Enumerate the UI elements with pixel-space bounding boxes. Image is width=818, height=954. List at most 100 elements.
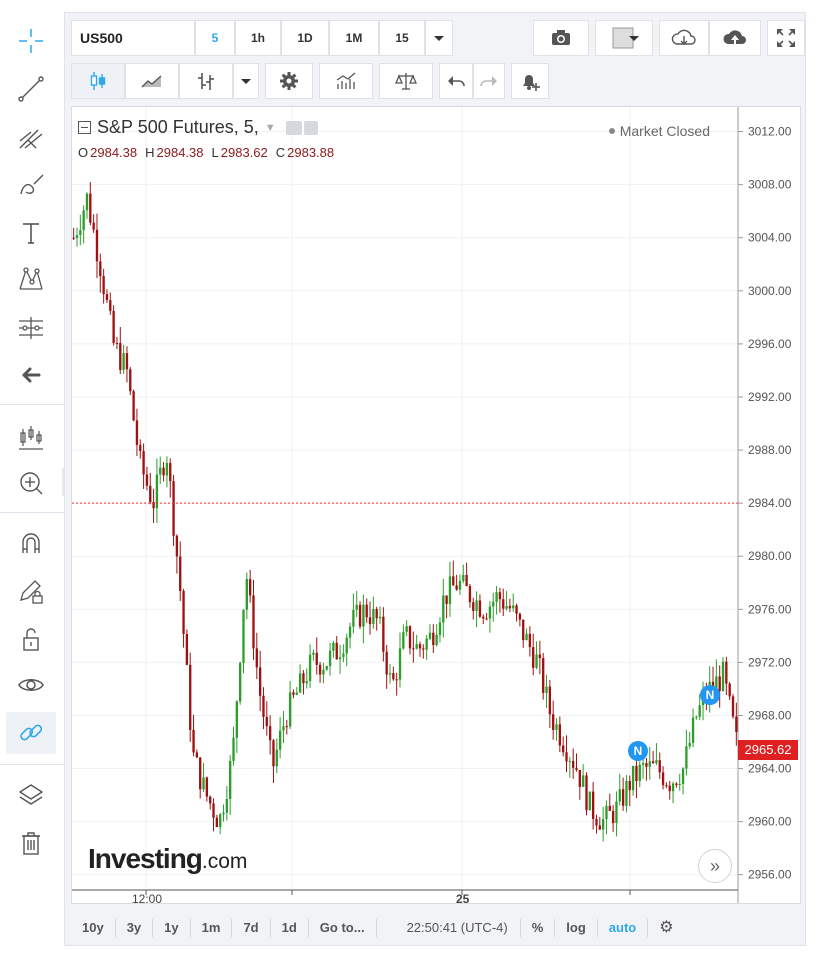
candle-body xyxy=(715,676,718,689)
auto-scale-button[interactable]: auto xyxy=(598,919,649,937)
scroll-to-realtime-button[interactable]: » xyxy=(698,849,732,883)
settings-button[interactable] xyxy=(265,63,313,99)
candle-body xyxy=(182,590,185,634)
candle-body xyxy=(448,576,452,604)
news-badge-icon[interactable] xyxy=(628,741,648,761)
candle-body xyxy=(365,604,368,618)
candle-body xyxy=(408,626,412,649)
news-badge-label: N xyxy=(706,688,715,702)
interval-1m-button[interactable]: 1M xyxy=(329,20,379,56)
price-axis-label: 2988.00 xyxy=(748,443,792,457)
candle-body xyxy=(422,648,425,650)
candle-body xyxy=(335,642,338,660)
candle-body xyxy=(631,765,635,791)
eye-icon[interactable] xyxy=(285,120,302,135)
range-1y-button[interactable]: 1y xyxy=(153,919,191,937)
area-style-button[interactable] xyxy=(125,63,179,99)
candle-body xyxy=(392,673,395,680)
timezone-clock[interactable]: 22:50:41 (UTC-4) xyxy=(377,919,521,937)
percent-scale-button[interactable]: % xyxy=(521,919,556,937)
chevron-down-icon[interactable]: ▼ xyxy=(264,121,276,134)
candle-body xyxy=(272,740,275,767)
pattern-tool-icon[interactable] xyxy=(6,258,56,300)
crosshair-icon[interactable] xyxy=(6,20,56,62)
layers-icon[interactable] xyxy=(6,774,56,816)
candle-body xyxy=(105,294,109,301)
measure-tool-icon[interactable] xyxy=(6,306,56,348)
bars-style-button[interactable] xyxy=(179,63,233,99)
compare-button[interactable] xyxy=(379,63,433,99)
last-price-label: 2965.62 xyxy=(738,740,798,760)
investing-logo: Investing.com xyxy=(88,843,248,874)
news-badge-icon[interactable] xyxy=(700,685,720,705)
trash-icon[interactable] xyxy=(6,822,56,864)
gear-icon[interactable] xyxy=(303,120,318,135)
trend-line-icon[interactable] xyxy=(6,68,56,110)
candle-body xyxy=(398,648,402,680)
link-icon[interactable] xyxy=(6,712,56,754)
candle-body xyxy=(415,644,418,649)
color-theme-dropdown[interactable] xyxy=(595,20,653,56)
goto-date-button[interactable]: Go to... xyxy=(309,919,377,937)
undo-button[interactable] xyxy=(439,63,473,99)
log-scale-button[interactable]: log xyxy=(555,919,598,937)
text-tool-icon[interactable] xyxy=(6,212,56,254)
candle-body xyxy=(568,760,572,762)
price-chart[interactable]: 3012.00 3008.00 3004.00 3000.00 2996.00 2992.… xyxy=(72,107,801,904)
candle-body xyxy=(325,666,328,670)
candle-body xyxy=(179,556,182,591)
candle-body xyxy=(99,261,102,277)
indicators-icon[interactable] xyxy=(6,416,56,458)
range-7d-button[interactable]: 7d xyxy=(232,919,271,937)
candle-body xyxy=(668,785,671,792)
candle-body xyxy=(605,805,608,820)
candle-body xyxy=(725,661,728,684)
interval-dropdown-button[interactable] xyxy=(425,20,453,56)
range-1d-button[interactable]: 1d xyxy=(271,919,309,937)
lock-drawings-icon[interactable] xyxy=(6,570,56,612)
load-chart-button[interactable] xyxy=(659,20,709,56)
interval-1d-button[interactable]: 1D xyxy=(281,20,329,56)
fib-retracement-icon[interactable] xyxy=(6,116,56,158)
scales-icon xyxy=(395,73,417,90)
chart-pane[interactable]: 3012.00 3008.00 3004.00 3000.00 2996.00 2992.… xyxy=(71,106,801,904)
gear-icon[interactable]: ⚙ xyxy=(659,919,674,936)
interval-5-button[interactable]: 5 xyxy=(195,20,235,56)
candle-body xyxy=(378,616,382,619)
interval-15-button[interactable]: 15 xyxy=(379,20,425,56)
camera-icon xyxy=(552,30,570,45)
range-1m-button[interactable]: 1m xyxy=(191,919,233,937)
candle-body xyxy=(681,768,685,784)
add-alert-button[interactable] xyxy=(511,63,549,99)
candle-body xyxy=(152,502,155,509)
candle-body xyxy=(355,604,358,610)
candle-body xyxy=(458,580,462,590)
candle-body xyxy=(232,737,235,761)
candle-body xyxy=(305,681,308,684)
news-badges: NN xyxy=(628,685,720,761)
collapse-legend-icon[interactable] xyxy=(78,121,91,134)
indicators-button[interactable] xyxy=(319,63,373,99)
save-chart-button[interactable] xyxy=(709,20,761,56)
interval-1h-button[interactable]: 1h xyxy=(235,20,281,56)
candle-body xyxy=(258,667,262,696)
redo-button[interactable] xyxy=(473,63,505,99)
range-10y-button[interactable]: 10y xyxy=(71,919,116,937)
magnet-icon[interactable] xyxy=(6,522,56,564)
unlock-icon[interactable] xyxy=(6,618,56,660)
symbol-search-input[interactable]: US500 xyxy=(71,20,195,56)
zoom-in-icon[interactable] xyxy=(6,462,56,504)
candle-body xyxy=(202,777,205,790)
candle-body xyxy=(648,761,651,767)
candle-body xyxy=(658,760,661,773)
range-3y-button[interactable]: 3y xyxy=(116,919,154,937)
chart-style-dropdown[interactable] xyxy=(233,63,259,99)
candle-body xyxy=(472,602,475,611)
candle-body xyxy=(675,783,678,785)
arrow-left-icon[interactable] xyxy=(6,354,56,396)
candles-style-button[interactable] xyxy=(71,63,125,99)
brush-icon[interactable] xyxy=(6,164,56,206)
snapshot-button[interactable] xyxy=(533,20,589,56)
fullscreen-button[interactable] xyxy=(767,20,805,56)
eye-icon[interactable] xyxy=(6,664,56,706)
